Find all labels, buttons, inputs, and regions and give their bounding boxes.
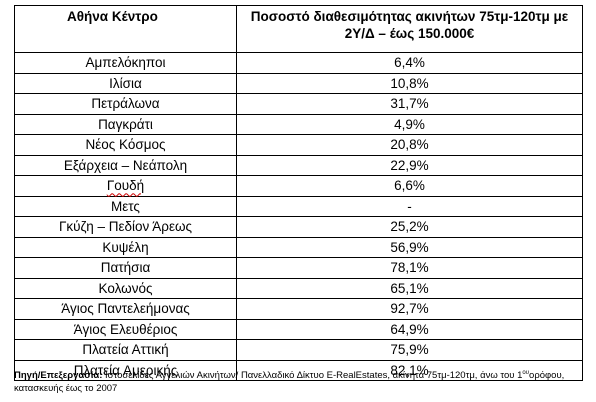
header-percentage: Ποσοστό διαθεσιμότητας ακινήτων 75τμ-120… — [236, 5, 583, 53]
availability-pct: 82,1% — [236, 359, 583, 381]
availability-pct: 10,8% — [236, 72, 583, 94]
area-name: Πλατεία Αττική — [14, 339, 237, 361]
source-label: Πηγή/Επεξεργασία: — [14, 370, 103, 381]
table-row: Κυψέλη 56,9% — [14, 236, 583, 258]
source-text-b: ορόφου, κατασκευής έως το 2007 — [14, 370, 565, 394]
area-name: Νέος Κόσμος — [14, 134, 237, 156]
table-row: Πατήσια 78,1% — [14, 257, 583, 279]
area-name: Κολωνός — [14, 277, 237, 299]
table-row: Πλατεία Αμερικής 82,1% — [14, 359, 583, 381]
table-row: Αμπελόκηποι 6,4% — [14, 52, 583, 74]
availability-table: Αθήνα Κέντρο Ποσοστό διαθεσιμότητας ακιν… — [14, 5, 583, 381]
availability-pct: 6,4% — [236, 52, 583, 74]
availability-pct: - — [236, 195, 583, 217]
availability-pct: 56,9% — [236, 236, 583, 258]
table-row: Κολωνός 65,1% — [14, 277, 583, 299]
spellcheck-word: Γουδή — [106, 178, 145, 194]
source-superscript: ου — [522, 369, 530, 376]
area-name: Γκύζη – Πεδίον Άρεως — [14, 216, 237, 238]
table-row: Μετς - — [14, 195, 583, 217]
availability-pct: 6,6% — [236, 175, 583, 197]
availability-pct: 65,1% — [236, 277, 583, 299]
availability-pct: 92,7% — [236, 298, 583, 320]
availability-pct: 20,8% — [236, 134, 583, 156]
availability-pct: 31,7% — [236, 93, 583, 115]
table-header-row: Αθήνα Κέντρο Ποσοστό διαθεσιμότητας ακιν… — [14, 5, 583, 53]
table-row: Γκύζη – Πεδίον Άρεως 25,2% — [14, 216, 583, 238]
area-name: Εξάρχεια – Νεάπολη — [14, 154, 237, 176]
area-name: Κυψέλη — [14, 236, 237, 258]
availability-pct: 75,9% — [236, 339, 583, 361]
area-name: Παγκράτι — [14, 113, 237, 135]
table-row: Πλατεία Αττική 75,9% — [14, 339, 583, 361]
area-name: Γουδή — [14, 175, 237, 197]
area-name: Πατήσια — [14, 257, 237, 279]
availability-pct: 64,9% — [236, 318, 583, 340]
area-name: Πετράλωνα — [14, 93, 237, 115]
table-row: Άγιος Ελευθέριος 64,9% — [14, 318, 583, 340]
area-name: Άγιος Παντελεήμονας — [14, 298, 237, 320]
table-row: Άγιος Παντελεήμονας 92,7% — [14, 298, 583, 320]
header-area: Αθήνα Κέντρο — [14, 5, 237, 53]
table-row: Ιλίσια 10,8% — [14, 72, 583, 94]
source-text-a: Ιστοσελίδες Αγγελιών Ακινήτων/ Πανελλαδι… — [102, 370, 523, 381]
area-name: Άγιος Ελευθέριος — [14, 318, 237, 340]
area-name: Ιλίσια — [14, 72, 237, 94]
availability-pct: 25,2% — [236, 216, 583, 238]
area-name: Αμπελόκηποι — [14, 52, 237, 74]
table-row: Εξάρχεια – Νεάπολη 22,9% — [14, 154, 583, 176]
availability-pct: 78,1% — [236, 257, 583, 279]
availability-pct: 22,9% — [236, 154, 583, 176]
table-row: Πετράλωνα 31,7% — [14, 93, 583, 115]
area-name: Μετς — [14, 195, 237, 217]
availability-pct: 4,9% — [236, 113, 583, 135]
table-row: Παγκράτι 4,9% — [14, 113, 583, 135]
area-name: Πλατεία Αμερικής — [14, 359, 237, 381]
source-note: Πηγή/Επεξεργασία: Ιστοσελίδες Αγγελιών Α… — [14, 369, 592, 395]
table-row: Νέος Κόσμος 20,8% — [14, 134, 583, 156]
table-row: Γουδή 6,6% — [14, 175, 583, 197]
